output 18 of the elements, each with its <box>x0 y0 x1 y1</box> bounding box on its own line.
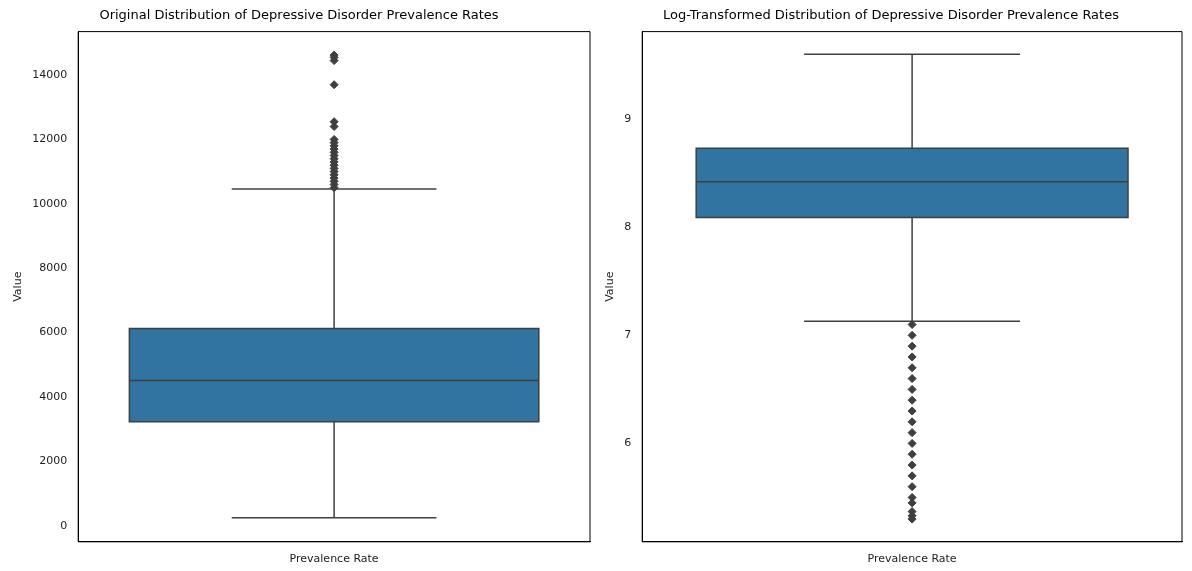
chart-title: Log-Transformed Distribution of Depressive Disorder Prevalence Rates <box>663 7 1120 23</box>
y-tick-label: 6000 <box>39 325 68 339</box>
y-tick-label: 4000 <box>39 389 68 403</box>
y-tick-label: 8 <box>624 220 632 234</box>
y-tick-label: 12000 <box>32 132 68 146</box>
x-tick-label: Prevalence Rate <box>289 552 379 566</box>
y-tick-label: 7 <box>624 328 632 342</box>
y-tick-label: 6 <box>624 436 632 450</box>
chart-title: Original Distribution of Depressive Disorder Prevalence Rates <box>99 7 499 23</box>
y-tick-label: 2000 <box>39 454 68 468</box>
y-axis-title: Value <box>11 271 25 302</box>
y-tick-label: 9 <box>624 112 632 126</box>
x-tick-label: Prevalence Rate <box>867 552 957 566</box>
y-axis-title: Value <box>603 271 617 302</box>
y-tick-label: 0 <box>60 518 68 532</box>
y-tick-label: 10000 <box>32 196 68 210</box>
y-tick-label: 8000 <box>39 261 68 275</box>
y-tick-label: 14000 <box>32 67 68 81</box>
